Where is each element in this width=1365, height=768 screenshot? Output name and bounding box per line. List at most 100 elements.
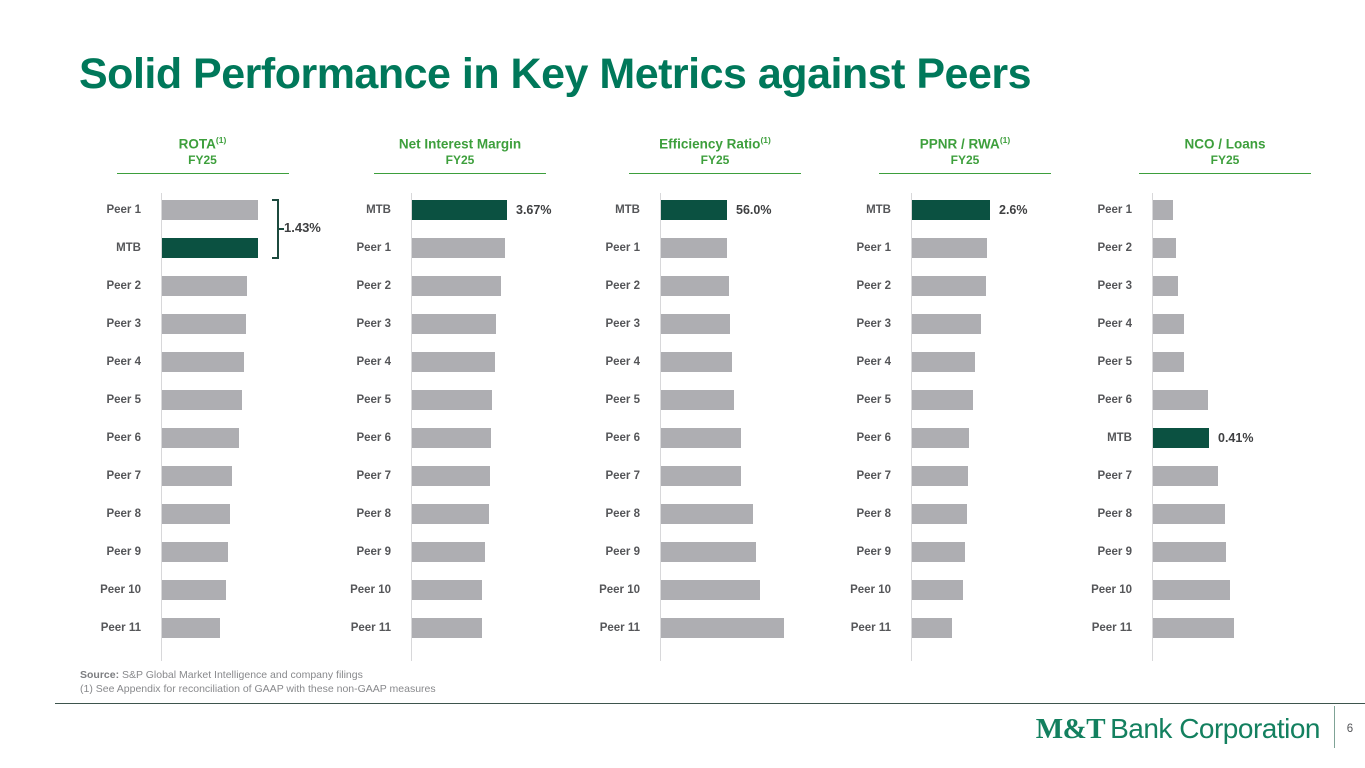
chart-row-peer-2: Peer 2 (1090, 238, 1360, 259)
chart-net-interest-margin: Net Interest Margin FY25 MTB 3.67% Peer 1 P… (330, 133, 590, 662)
bar-peer-7 (161, 466, 232, 487)
bar-area (411, 314, 590, 335)
bar-peer-3 (660, 314, 730, 335)
bar-peer-2 (161, 276, 247, 297)
bar-area (411, 580, 590, 601)
bar-peer-7 (1152, 466, 1218, 487)
bar-peer-6 (1152, 390, 1208, 411)
bar-area (411, 542, 590, 563)
bar-label-peer-11: Peer 11 (599, 622, 640, 635)
source-label: Source: (80, 669, 120, 681)
bar-peer-1 (660, 238, 727, 259)
bar-label-peer-5: Peer 5 (356, 394, 391, 407)
bar-area (1152, 390, 1360, 411)
chart-plot-area: MTB 3.67% Peer 1 Peer 2 Peer 3 Peer 4 Peer 5 Pe… (330, 193, 590, 662)
bar-label-peer-10: Peer 10 (850, 584, 891, 597)
bar-area (911, 618, 1090, 639)
chart-row-peer-3: Peer 3 (75, 314, 330, 335)
bar-area (1152, 238, 1360, 259)
bar-value-label: 2.6% (999, 203, 1028, 218)
bar-area (411, 618, 590, 639)
bar-label-peer-3: Peer 3 (1097, 280, 1132, 293)
bar-area (411, 390, 590, 411)
bar-label-peer-1: Peer 1 (1097, 204, 1132, 217)
chart-title-underline (879, 173, 1051, 175)
chart-row-mtb: MTB (75, 238, 330, 259)
chart-title-underline (1139, 173, 1311, 175)
bar-label-peer-4: Peer 4 (1097, 318, 1132, 331)
bar-value-label: 0.41% (1218, 431, 1254, 446)
chart-row-peer-4: Peer 4 (75, 352, 330, 373)
chart-row-peer-8: Peer 8 (75, 504, 330, 525)
bar-label-peer-5: Peer 5 (605, 394, 640, 407)
bar-peer-11 (161, 618, 220, 639)
bar-peer-8 (161, 504, 230, 525)
bar-peer-2 (1152, 238, 1176, 259)
bar-label-peer-6: Peer 6 (1097, 394, 1132, 407)
bar-label-peer-4: Peer 4 (106, 356, 141, 369)
chart-row-peer-5: Peer 5 (1090, 352, 1360, 373)
bar-area (161, 238, 330, 259)
bar-peer-2 (411, 276, 501, 297)
bar-label-peer-9: Peer 9 (605, 546, 640, 559)
bar-area (411, 276, 590, 297)
chart-row-peer-6: Peer 6 (840, 428, 1090, 449)
chart-row-peer-1: Peer 1 (590, 238, 840, 259)
bar-label-peer-6: Peer 6 (856, 432, 891, 445)
chart-row-peer-7: Peer 7 (1090, 466, 1360, 487)
bar-peer-11 (411, 618, 482, 639)
chart-plot-area: Peer 1 Peer 2 Peer 3 Peer 4 Peer 5 Peer 6 MTB 0… (1090, 193, 1360, 662)
chart-row-mtb: MTB 2.6% (840, 200, 1090, 221)
chart-row-peer-2: Peer 2 (840, 276, 1090, 297)
bar-peer-8 (1152, 504, 1225, 525)
source-line: Source: S&P Global Market Intelligence a… (80, 668, 436, 682)
bar-peer-9 (911, 542, 965, 563)
bar-label-peer-5: Peer 5 (106, 394, 141, 407)
chart-row-peer-4: Peer 4 (590, 352, 840, 373)
chart-row-peer-8: Peer 8 (330, 504, 590, 525)
chart-row-peer-10: Peer 10 (840, 580, 1090, 601)
bar-label-peer-6: Peer 6 (106, 432, 141, 445)
bar-label-peer-5: Peer 5 (1097, 356, 1132, 369)
bar-label-peer-9: Peer 9 (356, 546, 391, 559)
chart-row-peer-8: Peer 8 (1090, 504, 1360, 525)
bar-label-peer-11: Peer 11 (1091, 622, 1132, 635)
chart-row-mtb: MTB 0.41% (1090, 428, 1360, 449)
bar-area (660, 466, 840, 487)
chart-row-peer-3: Peer 3 (1090, 276, 1360, 297)
chart-row-peer-9: Peer 9 (1090, 542, 1360, 563)
bar-peer-5 (911, 390, 973, 411)
bar-label-peer-2: Peer 2 (1097, 242, 1132, 255)
bar-area (660, 390, 840, 411)
bar-label-peer-2: Peer 2 (856, 280, 891, 293)
page-title: Solid Performance in Key Metrics against… (79, 50, 1032, 98)
bar-area (411, 352, 590, 373)
bar-area (911, 428, 1090, 449)
bar-area (911, 352, 1090, 373)
chart-row-peer-9: Peer 9 (590, 542, 840, 563)
bar-peer-5 (1152, 352, 1184, 373)
bar-peer-4 (411, 352, 495, 373)
footer-divider-line (55, 703, 1365, 704)
bar-label-peer-11: Peer 11 (850, 622, 891, 635)
chart-row-peer-8: Peer 8 (590, 504, 840, 525)
bar-label-peer-8: Peer 8 (605, 508, 640, 521)
chart-row-peer-2: Peer 2 (590, 276, 840, 297)
bar-peer-6 (161, 428, 239, 449)
bar-label-peer-8: Peer 8 (356, 508, 391, 521)
chart-title-text: Net Interest Margin (398, 136, 522, 152)
bar-area (161, 314, 330, 335)
chart-row-peer-2: Peer 2 (75, 276, 330, 297)
bar-area (1152, 314, 1360, 335)
chart-title-superscript: (1) (999, 135, 1011, 145)
bar-area (911, 390, 1090, 411)
bar-label-peer-7: Peer 7 (605, 470, 640, 483)
bar-peer-5 (660, 390, 734, 411)
bar-label-peer-10: Peer 10 (1091, 584, 1132, 597)
bar-peer-10 (1152, 580, 1230, 601)
bar-mtb (911, 200, 990, 221)
bar-area (1152, 276, 1360, 297)
bar-peer-5 (411, 390, 492, 411)
bar-mtb (660, 200, 727, 221)
